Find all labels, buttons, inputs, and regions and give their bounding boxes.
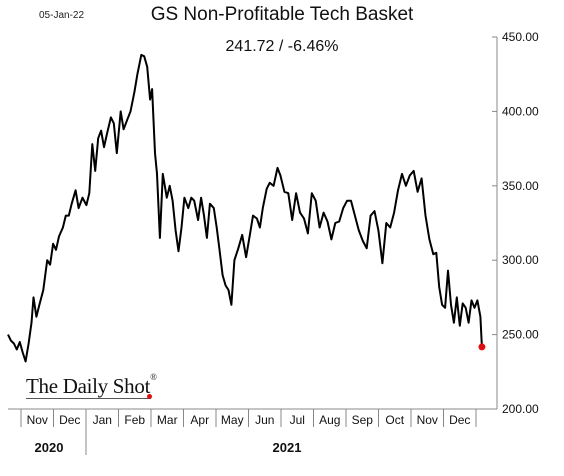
x-tick-label: Feb <box>124 413 145 427</box>
chart-date: 05-Jan-22 <box>39 10 85 21</box>
x-tick-label: Jun <box>255 413 274 427</box>
brand-name: The Daily Shot <box>26 374 151 398</box>
brand-mark: ® <box>150 372 157 382</box>
x-tick-label: Nov <box>27 413 48 427</box>
x-year-label: 2020 <box>35 440 64 455</box>
chart-title: GS Non-Profitable Tech Basket <box>150 4 414 25</box>
brand-dot <box>147 394 152 399</box>
brand-logo: The Daily Shot® <box>26 372 157 399</box>
x-year-label: 2021 <box>273 440 302 455</box>
x-tick-label: Aug <box>319 413 340 427</box>
axes <box>8 36 498 455</box>
y-tick-label: 200.00 <box>502 402 539 416</box>
series-line <box>7 53 483 363</box>
y-tick-label: 400.00 <box>502 104 539 118</box>
chart-annotation: 241.72 / -6.46% <box>225 38 339 55</box>
x-tick-label: Dec <box>449 413 470 427</box>
x-tick-label: Dec <box>59 413 80 427</box>
brand-underline <box>26 398 151 399</box>
x-tick-label: Nov <box>417 413 438 427</box>
y-tick-label: 250.00 <box>502 328 539 342</box>
x-tick-label: May <box>221 413 244 427</box>
x-tick-label: Mar <box>157 413 178 427</box>
x-tick-label: Jan <box>93 413 112 427</box>
x-tick-label: Jul <box>290 413 305 427</box>
x-tick-label: Oct <box>385 413 404 427</box>
y-tick-label: 350.00 <box>502 179 539 193</box>
y-tick-label: 300.00 <box>502 253 539 267</box>
series-line-group <box>7 53 486 363</box>
x-tick-label: Sep <box>352 413 374 427</box>
x-tick-label: Apr <box>190 413 209 427</box>
y-tick-label: 450.00 <box>502 30 539 44</box>
last-point-marker <box>478 343 486 351</box>
tick-labels: 200.00 250.00 300.00 350.00 400.00 450.00 Nov D… <box>27 30 539 455</box>
